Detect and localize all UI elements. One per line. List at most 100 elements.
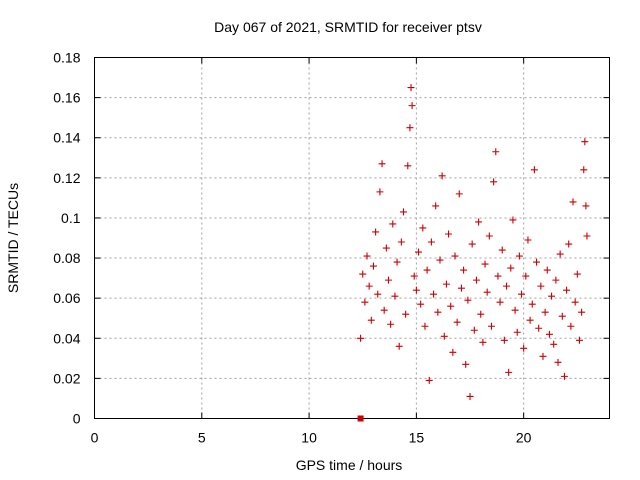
y-tick-label: 0.16	[53, 90, 80, 106]
x-tick-label: 10	[301, 430, 317, 446]
data-point	[545, 330, 553, 338]
data-point	[513, 328, 521, 336]
data-point	[583, 232, 591, 240]
y-tick-label: 0.14	[53, 130, 80, 146]
data-points	[357, 84, 591, 422]
data-point	[548, 292, 556, 300]
data-point	[560, 372, 568, 380]
data-point	[449, 348, 457, 356]
data-point	[391, 292, 399, 300]
data-point	[505, 368, 513, 376]
data-point	[520, 344, 528, 352]
data-point	[565, 240, 573, 248]
data-point	[582, 202, 590, 210]
data-point	[393, 258, 401, 266]
data-point	[455, 190, 463, 198]
data-point	[468, 240, 476, 248]
y-tick-label: 0.04	[53, 330, 80, 346]
data-point	[571, 298, 579, 306]
data-point	[365, 282, 373, 290]
data-point	[361, 298, 369, 306]
data-point	[511, 306, 519, 314]
data-point	[447, 302, 455, 310]
data-point	[425, 376, 433, 384]
data-point	[404, 162, 412, 170]
data-point	[406, 124, 414, 132]
data-point	[412, 286, 420, 294]
data-point	[569, 198, 577, 206]
data-point	[543, 266, 551, 274]
chart-title: Day 067 of 2021, SRMTID for receiver pts…	[214, 19, 482, 35]
data-point	[477, 310, 485, 318]
data-point	[573, 270, 581, 278]
data-point	[419, 224, 427, 232]
data-point	[436, 256, 444, 264]
y-tick-label: 0	[73, 411, 81, 427]
data-point	[464, 296, 472, 304]
data-point	[445, 230, 453, 238]
data-point	[509, 216, 517, 224]
data-point	[380, 306, 388, 314]
data-point	[434, 308, 442, 316]
data-point	[535, 324, 543, 332]
data-point	[423, 266, 431, 274]
data-point	[528, 300, 536, 308]
y-tick-label: 0.18	[53, 50, 80, 66]
data-point	[378, 160, 386, 168]
data-point	[376, 188, 384, 196]
data-point	[374, 290, 382, 298]
data-point	[430, 290, 438, 298]
y-tick-labels: 0 0.02 0.04 0.06 0.08 0.1 0.12 0.14 0.16 0.18	[53, 50, 80, 427]
data-point	[421, 322, 429, 330]
data-point	[372, 228, 380, 236]
data-point	[507, 264, 515, 272]
data-point	[567, 322, 575, 330]
data-point	[581, 138, 589, 146]
data-point	[440, 332, 448, 340]
data-point	[518, 290, 526, 298]
x-tick-label: 20	[516, 430, 532, 446]
data-point	[492, 148, 500, 156]
x-tick-label: 15	[409, 430, 425, 446]
data-point	[470, 326, 478, 334]
data-point	[556, 250, 564, 258]
data-point	[395, 342, 403, 350]
y-tick-label: 0.12	[53, 170, 80, 186]
data-point	[369, 262, 377, 270]
y-tick-label: 0.08	[53, 250, 80, 266]
data-point	[515, 252, 523, 260]
data-point	[460, 266, 468, 274]
data-point	[558, 312, 566, 320]
data-point	[389, 220, 397, 228]
data-point	[563, 286, 571, 294]
data-point	[407, 84, 415, 92]
data-point	[400, 208, 407, 216]
data-point	[487, 322, 495, 330]
data-point	[408, 102, 416, 110]
x-axis-title: GPS time / hours	[296, 457, 403, 473]
y-tick-label: 0.1	[61, 210, 81, 226]
ticks	[94, 57, 610, 419]
data-point	[524, 236, 532, 244]
data-point	[494, 272, 502, 280]
data-point	[462, 360, 470, 368]
data-point	[479, 338, 487, 346]
data-point	[500, 336, 508, 344]
data-point	[481, 260, 489, 268]
data-point	[472, 276, 480, 284]
data-point	[357, 334, 365, 342]
x-tick-labels: 0 5 10 15 20	[91, 430, 532, 446]
y-axis-title: SRMTID / TECUs	[5, 183, 21, 293]
data-point	[384, 276, 392, 284]
y-tick-label: 0.06	[53, 290, 80, 306]
data-point	[530, 166, 538, 174]
grid	[94, 57, 610, 419]
data-point	[483, 288, 491, 296]
y-tick-label: 0.02	[53, 370, 80, 386]
data-point	[397, 238, 405, 246]
data-point	[359, 270, 367, 278]
data-point	[453, 318, 461, 326]
data-point	[485, 232, 493, 240]
x-tick-label: 0	[91, 430, 99, 446]
